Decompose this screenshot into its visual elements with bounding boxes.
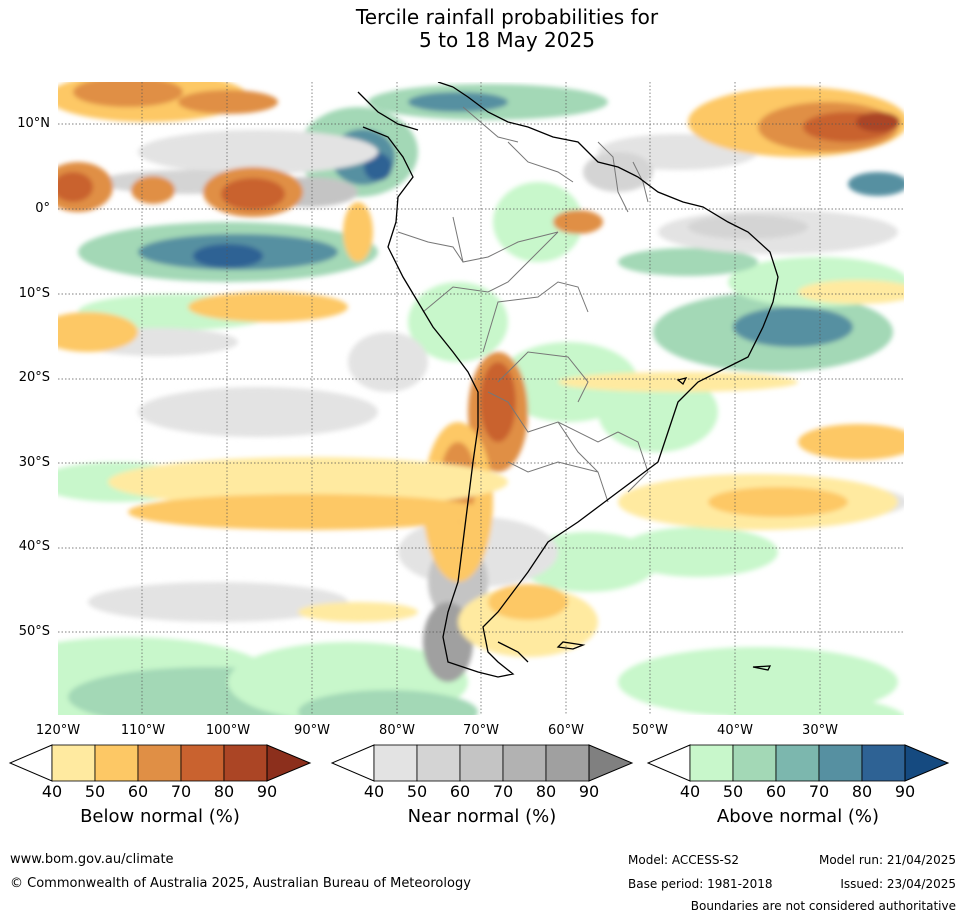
near-normal-swatch-40: [373, 744, 418, 782]
below-normal-swatch-70: [180, 744, 225, 782]
map-title-line-2: 5 to 18 May 2025: [419, 28, 595, 52]
below-normal-tick: 50: [84, 782, 106, 801]
near-normal-colorbar: [330, 744, 634, 782]
above-normal-colorbar: [646, 744, 950, 782]
near-normal-swatch-70: [502, 744, 547, 782]
above-normal-title: Above normal (%): [716, 806, 880, 827]
below-normal-title: Below normal (%): [80, 806, 240, 827]
website-link[interactable]: www.bom.gov.au/climate: [10, 852, 174, 867]
below-normal-tick: 80: [213, 782, 235, 801]
near-normal-swatch-50: [416, 744, 461, 782]
below-normal-swatch-40: [51, 744, 96, 782]
rainfall-probability-map: [58, 82, 904, 715]
below-normal-tick: 90: [256, 782, 278, 801]
near-normal-tick: 70: [492, 782, 514, 801]
above-normal-swatch-70: [818, 744, 863, 782]
lon-label-50w: 50°W: [632, 723, 668, 738]
above-normal-tick: 60: [765, 782, 787, 801]
above-normal-tick: 80: [851, 782, 873, 801]
lat-label-50s: 50°S: [18, 624, 50, 639]
model-name: Model: ACCESS-S2: [628, 853, 740, 867]
coastlines: [357, 82, 779, 678]
lon-label-100w: 100°W: [205, 723, 251, 738]
above-normal-tick: 70: [808, 782, 830, 801]
boundary-disclaimer: Boundaries are not considered authoritat…: [690, 899, 956, 913]
country-borders: [397, 106, 649, 503]
above-normal-swatch-40: [689, 744, 734, 782]
above-normal-swatch-80: [861, 744, 906, 782]
above-normal-swatch-50: [732, 744, 777, 782]
below-normal-swatch-90: [266, 744, 312, 782]
graticule: [58, 82, 904, 715]
near-normal-tick: 60: [449, 782, 471, 801]
base-period: Base period: 1981-2018: [628, 877, 773, 891]
near-normal-tick: 40: [363, 782, 385, 801]
lat-label-40s: 40°S: [18, 539, 50, 554]
near-normal-tick: 80: [535, 782, 557, 801]
copyright-notice: © Commonwealth of Australia 2025, Austra…: [10, 876, 471, 891]
near-normal-tick: 50: [406, 782, 428, 801]
below-normal-colorbar: [8, 744, 312, 782]
near-normal-swatch-60: [459, 744, 504, 782]
lat-label-30s: 30°S: [18, 455, 50, 470]
map-title-line-1: Tercile rainfall probabilities for: [355, 5, 659, 29]
near-normal-tick: 90: [578, 782, 600, 801]
lat-label-20s: 20°S: [18, 370, 50, 385]
lat-label-equator: 0°: [35, 201, 50, 216]
above-normal-swatch-90: [904, 744, 950, 782]
below-normal-swatch-80: [223, 744, 268, 782]
below-normal-swatch-50: [94, 744, 139, 782]
below-normal-tick: 70: [170, 782, 192, 801]
below-normal-tick: 60: [127, 782, 149, 801]
near-normal-swatch-80: [545, 744, 590, 782]
lon-label-40w: 40°W: [717, 723, 753, 738]
above-normal-tick: 90: [894, 782, 916, 801]
issued-date: Issued: 23/04/2025: [840, 877, 956, 891]
lon-label-120w: 120°W: [35, 723, 81, 738]
below-normal-tick: 40: [41, 782, 63, 801]
lon-label-30w: 30°W: [802, 723, 838, 738]
lon-label-60w: 60°W: [548, 723, 584, 738]
near-normal-swatch-90: [588, 744, 634, 782]
model-run-date: Model run: 21/04/2025: [818, 853, 956, 867]
above-normal-tick: 40: [679, 782, 701, 801]
lat-label-10n: 10°N: [17, 116, 50, 131]
lon-label-110w: 110°W: [120, 723, 166, 738]
lon-label-90w: 90°W: [294, 723, 330, 738]
lat-label-10s: 10°S: [18, 286, 50, 301]
above-normal-tick: 50: [722, 782, 744, 801]
lon-label-70w: 70°W: [463, 723, 499, 738]
probability-fields: [58, 82, 904, 715]
lon-label-80w: 80°W: [379, 723, 415, 738]
near-normal-title: Near normal (%): [407, 806, 557, 827]
below-normal-swatch-60: [137, 744, 182, 782]
above-normal-swatch-60: [775, 744, 820, 782]
